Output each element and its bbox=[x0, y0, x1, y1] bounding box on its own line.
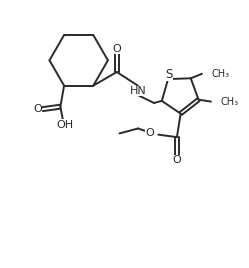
Text: HN: HN bbox=[130, 86, 147, 96]
Text: O: O bbox=[145, 128, 154, 138]
Text: S: S bbox=[166, 68, 173, 81]
Text: O: O bbox=[113, 44, 121, 54]
Text: CH₃: CH₃ bbox=[211, 69, 229, 79]
Text: OH: OH bbox=[56, 120, 73, 129]
Text: O: O bbox=[33, 104, 42, 114]
Text: CH₃: CH₃ bbox=[220, 96, 238, 107]
Text: O: O bbox=[173, 155, 181, 165]
